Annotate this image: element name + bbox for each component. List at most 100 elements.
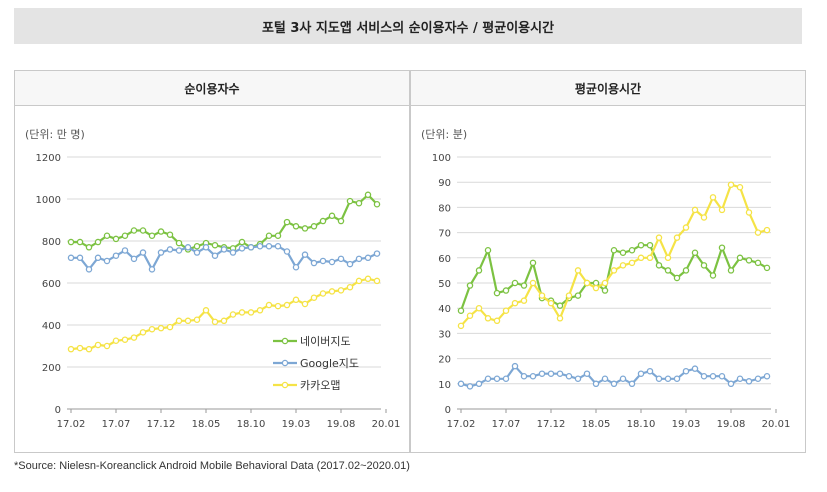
y-tick-label: 0 xyxy=(55,405,61,416)
data-point-google xyxy=(301,251,309,258)
data-point-google xyxy=(283,248,291,255)
data-point-naver xyxy=(682,267,690,274)
data-point-naver xyxy=(283,218,291,226)
legend-label-google: Google지도 xyxy=(300,357,359,370)
data-point-kakao xyxy=(85,345,93,353)
chart-panel-time: 평균이용시간 (단위: 분) 0 10 20 30 40 50 60 70 80 90 100 17.… xyxy=(410,70,806,453)
y-tick-label: 50 xyxy=(438,279,451,290)
data-point-kakao xyxy=(601,279,609,287)
data-point-google xyxy=(700,372,708,380)
data-point-kakao xyxy=(355,277,363,285)
data-point-naver xyxy=(346,197,354,205)
data-point-kakao xyxy=(466,312,474,320)
data-point-google xyxy=(457,380,465,388)
data-point-google xyxy=(484,375,492,383)
data-point-google xyxy=(565,372,573,380)
data-point-naver xyxy=(157,228,165,235)
data-point-google xyxy=(520,372,528,380)
data-point-naver xyxy=(700,262,708,269)
y-tick-label: 70 xyxy=(438,229,451,240)
data-point-google xyxy=(184,244,192,251)
data-point-kakao xyxy=(76,344,84,352)
data-point-google xyxy=(682,367,690,375)
data-point-naver xyxy=(763,264,771,272)
data-point-naver xyxy=(745,257,753,264)
data-point-naver xyxy=(76,238,84,246)
source-note: *Source: Nielesn-Koreanclick Android Mob… xyxy=(14,460,410,472)
data-point-kakao xyxy=(754,229,762,236)
data-point-naver xyxy=(85,244,93,251)
data-point-google xyxy=(502,375,510,383)
data-point-kakao xyxy=(664,254,672,262)
data-point-google xyxy=(346,260,354,268)
data-point-naver xyxy=(655,262,663,269)
y-tick-label: 80 xyxy=(438,203,451,214)
data-point-kakao xyxy=(493,317,501,325)
data-point-google xyxy=(175,247,183,254)
data-point-kakao xyxy=(283,301,291,309)
data-point-google xyxy=(103,257,111,265)
users-chart-svg: 0 200 400 600 800 1000 1200 17.02 17.07 17.12 18.0… xyxy=(36,153,401,430)
data-point-kakao xyxy=(112,337,120,344)
data-point-google xyxy=(619,375,627,383)
data-point-naver xyxy=(709,272,717,279)
data-point-kakao xyxy=(130,334,138,341)
data-point-kakao xyxy=(103,342,111,350)
data-point-google xyxy=(646,367,654,375)
data-point-kakao xyxy=(718,206,726,214)
data-point-kakao xyxy=(292,296,300,304)
data-point-kakao xyxy=(502,307,510,314)
data-point-google xyxy=(139,249,147,256)
data-point-kakao xyxy=(274,302,282,310)
data-point-google xyxy=(319,257,327,265)
data-point-naver xyxy=(520,282,528,289)
data-point-kakao xyxy=(520,297,528,304)
y-tick-label: 40 xyxy=(438,304,451,315)
data-point-google xyxy=(475,380,483,388)
data-point-kakao xyxy=(691,206,699,214)
data-point-kakao xyxy=(556,315,564,322)
data-point-naver xyxy=(274,232,282,239)
data-point-naver xyxy=(664,267,672,274)
data-point-naver xyxy=(529,259,537,267)
x-tick-label: 17.07 xyxy=(102,419,131,430)
x-tick-label: 19.03 xyxy=(282,419,311,430)
data-point-kakao xyxy=(673,234,681,241)
data-point-naver xyxy=(310,223,318,230)
data-point-naver xyxy=(457,307,465,314)
data-point-kakao xyxy=(166,323,174,331)
data-point-naver xyxy=(337,217,345,225)
data-point-naver xyxy=(484,246,492,254)
data-point-google xyxy=(67,254,75,262)
data-point-google xyxy=(466,383,474,390)
data-point-naver xyxy=(727,267,735,274)
data-point-kakao xyxy=(511,299,519,307)
data-point-kakao xyxy=(220,317,228,325)
data-point-kakao xyxy=(157,324,165,332)
y-tick-label: 600 xyxy=(42,279,61,290)
data-point-naver xyxy=(511,279,519,287)
data-point-kakao xyxy=(457,322,465,330)
data-point-google xyxy=(655,375,663,383)
data-point-kakao xyxy=(94,341,102,349)
data-point-kakao xyxy=(238,309,246,316)
time-chart-svg: 0 10 20 30 40 50 60 70 80 90 100 17.02 17.07 17.12 18.… xyxy=(432,153,790,430)
data-point-kakao xyxy=(67,345,75,353)
x-tick-label: 19.08 xyxy=(717,419,746,430)
y-tick-label: 20 xyxy=(438,355,451,366)
data-point-kakao xyxy=(700,214,708,221)
data-point-kakao xyxy=(745,209,753,216)
data-point-kakao xyxy=(655,234,663,241)
data-point-google xyxy=(130,255,138,263)
legend-label-kakao: 카카오맵 xyxy=(300,379,340,392)
data-point-naver xyxy=(637,241,645,249)
unit-label-users: (단위: 만 명) xyxy=(25,128,85,141)
data-point-naver xyxy=(754,259,762,267)
legend-marker-kakao xyxy=(281,381,289,389)
data-point-google xyxy=(76,254,84,262)
data-point-naver xyxy=(94,238,102,246)
data-point-google xyxy=(292,263,300,271)
page-title: 포털 3사 지도앱 서비스의 순이용자수 / 평균이용시간 xyxy=(14,8,802,44)
data-point-kakao xyxy=(592,284,600,292)
y-tick-label: 30 xyxy=(438,329,451,340)
